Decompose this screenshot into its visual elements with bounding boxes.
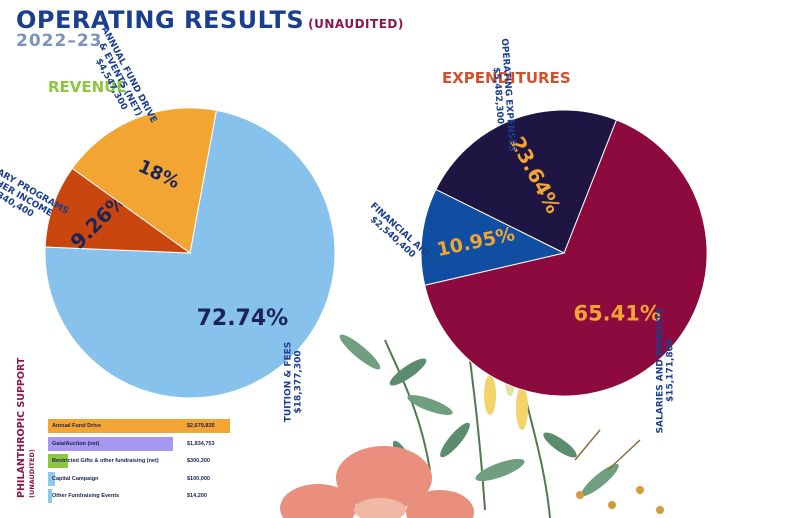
percent-label-salaries-and-benefits: 65.41% xyxy=(573,302,660,326)
bar-label: Annual Fund Drive xyxy=(52,423,101,429)
bar-label: Gala/Auction (net) xyxy=(52,440,100,447)
outside-label-financial-aid: FINANCIAL AID$2,540,400 xyxy=(368,201,431,260)
bar-value-label: $14,200 xyxy=(187,493,207,499)
fiscal-year: 2022–23 xyxy=(16,31,103,51)
slice-value-label: $15,171,800 xyxy=(666,339,676,402)
slice-financial-aid xyxy=(420,188,566,286)
legend-row: Capital Campaign $100,000 xyxy=(48,471,230,486)
page-title-text: OPERATING RESULTS xyxy=(16,6,305,34)
expenditures-pie: 65.41%SALARIES AND BENEFITS $15,171,80010… xyxy=(368,38,708,433)
bar-capital-campaign xyxy=(48,471,55,486)
bar-restricted-gifts xyxy=(48,454,69,468)
legend-row: Other Fundraising Events $14,200 xyxy=(48,489,230,503)
slice-value-label: $18,377,300 xyxy=(293,350,303,413)
outside-label-tuition-fees: TUITION & FEES $18,377,300 xyxy=(283,342,303,423)
slice-name-label: TUITION & FEES xyxy=(283,342,293,423)
slice-auxiliary-programs-other-income xyxy=(44,167,192,254)
revenue-heading: REVENUE xyxy=(48,78,127,96)
philanthropic-support-chart: Annual Fund Drive $2,679,835 Gala/Auction… xyxy=(48,419,230,507)
bar-gala-auction xyxy=(48,436,173,451)
percent-label-tuition-fees: 72.74% xyxy=(197,306,289,331)
philanthropic-support-title: PHILANTHROPIC SUPPORT (UNAUDITED) xyxy=(16,358,38,498)
bar-chart-subtitle: (UNAUDITED) xyxy=(28,449,36,498)
floral-decoration xyxy=(280,334,664,518)
revenue-pie: 72.74%TUITION & FEES $18,377,3009.26%AUXI… xyxy=(0,25,336,423)
legend-row: Gala/Auction (net) $1,834,753 xyxy=(48,436,230,451)
bar-annual-fund-drive xyxy=(48,419,230,433)
slice-operating-expenses xyxy=(435,109,618,254)
bar-label: Restricted Gifts & other fundraising (ne… xyxy=(52,458,159,464)
bar-other-fundraising-events xyxy=(48,489,52,503)
page-title: OPERATING RESULTS (UNAUDITED) xyxy=(16,6,404,34)
slice-tuition-fees xyxy=(44,109,336,399)
bar-label: Other Fundraising Events xyxy=(52,493,120,499)
bar-value-label: $300,300 xyxy=(187,458,210,464)
bar-value-label: $1,834,753 xyxy=(187,440,215,447)
bar-value-label: $2,679,835 xyxy=(187,423,215,429)
bar-chart-title: PHILANTHROPIC SUPPORT xyxy=(16,357,27,498)
slice-annual-fund-drive-events-net xyxy=(71,107,218,254)
slice-name-label: SALARIES AND BENEFITS xyxy=(656,307,666,433)
legend-row: Restricted Gifts & other fundraising (ne… xyxy=(48,454,230,468)
bar-label: Capital Campaign xyxy=(52,475,99,482)
page-subtitle: (UNAUDITED) xyxy=(308,17,404,31)
outside-label-annual-fund-drive-events-net: ANNUAL FUND DRIVE& EVENTS (NET)$4,547,30… xyxy=(93,25,158,124)
legend-row: Annual Fund Drive $2,679,835 xyxy=(48,419,230,433)
slice-salaries-and-benefits xyxy=(424,119,708,397)
outside-label-salaries-and-benefits: SALARIES AND BENEFITS $15,171,800 xyxy=(656,307,676,433)
expenditures-heading: EXPENDITURES xyxy=(442,69,571,87)
slice-value-label: $5,482,300 xyxy=(491,67,505,124)
bar-value-label: $100,000 xyxy=(187,475,210,482)
